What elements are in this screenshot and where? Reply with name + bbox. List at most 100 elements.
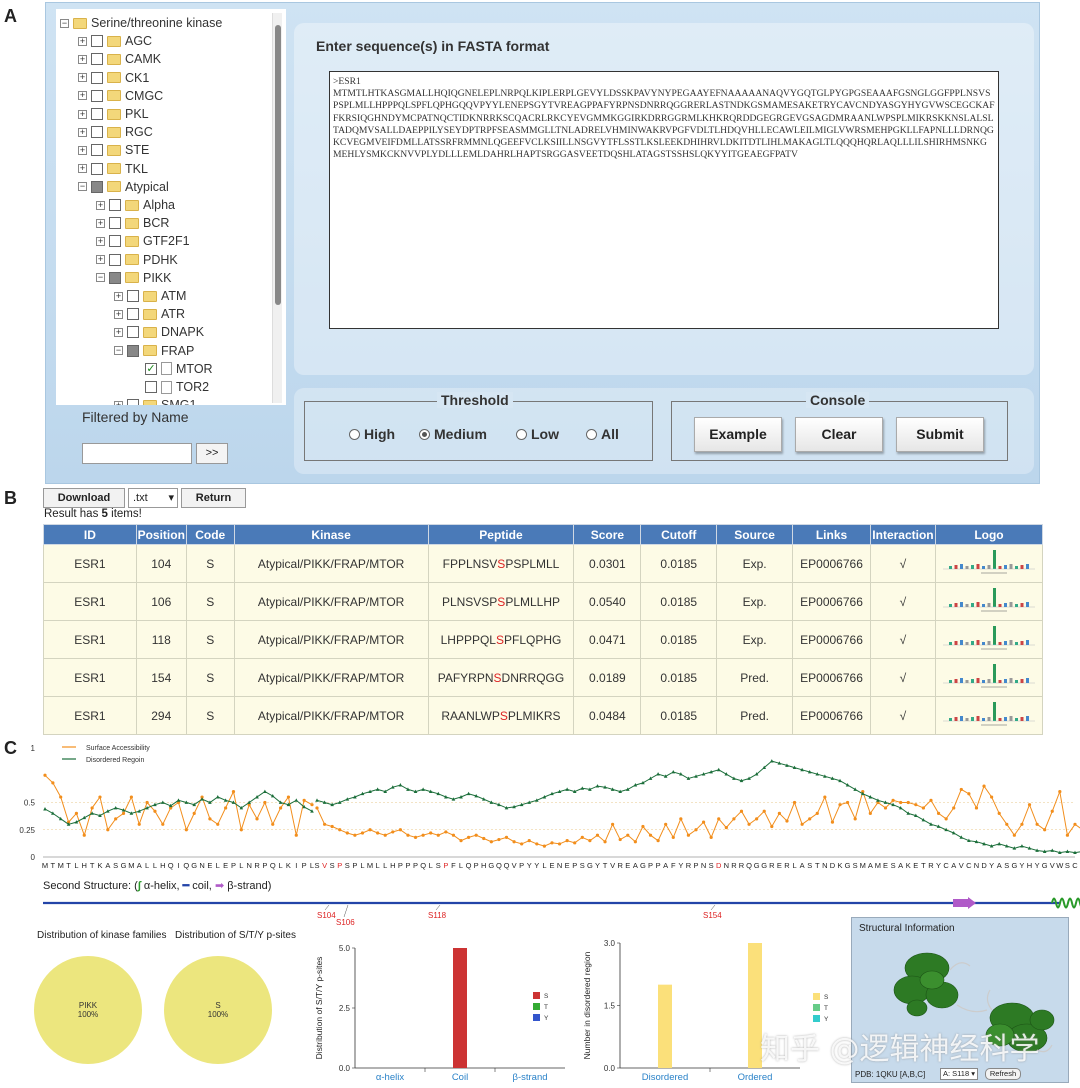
tree-node[interactable]: + PKL bbox=[78, 105, 149, 123]
cell-source[interactable]: Pred. bbox=[716, 658, 794, 697]
tree-node[interactable]: + STE bbox=[78, 141, 149, 159]
tree-checkbox[interactable] bbox=[127, 326, 139, 339]
tree-checkbox[interactable] bbox=[91, 180, 103, 193]
tree-checkbox[interactable] bbox=[109, 253, 121, 266]
sequence-logo-icon[interactable] bbox=[941, 699, 1037, 729]
cell-logo[interactable] bbox=[934, 696, 1044, 735]
tree-node[interactable]: TOR2 bbox=[132, 378, 209, 396]
fasta-textarea[interactable]: >ESR1 MTMTLHTKASGMALLHQIQGNELEPLNRPQLKIP… bbox=[329, 71, 999, 329]
expand-icon[interactable]: + bbox=[96, 217, 105, 228]
tree-node[interactable]: + CMGC bbox=[78, 87, 163, 105]
example-button[interactable]: Example bbox=[694, 417, 782, 452]
radio-dot[interactable] bbox=[349, 428, 360, 440]
filter-name-input[interactable] bbox=[82, 443, 192, 464]
tree-checkbox[interactable] bbox=[127, 308, 139, 321]
expand-icon[interactable]: + bbox=[96, 254, 105, 265]
threshold-medium-radio[interactable]: Medium bbox=[419, 426, 487, 442]
tree-node[interactable]: + SMG1 bbox=[114, 396, 196, 405]
expand-icon[interactable]: + bbox=[78, 53, 87, 64]
expand-icon[interactable]: + bbox=[78, 35, 87, 46]
tree-checkbox[interactable] bbox=[127, 290, 139, 302]
refresh-button[interactable]: Refresh bbox=[985, 1068, 1021, 1080]
radio-dot[interactable] bbox=[419, 428, 430, 440]
tree-node[interactable]: + BCR bbox=[96, 214, 169, 232]
expand-icon[interactable]: + bbox=[78, 90, 87, 101]
cell-link[interactable]: EP0006766 bbox=[792, 582, 871, 621]
format-select[interactable]: .txt ▾ bbox=[128, 488, 178, 508]
cell-logo[interactable] bbox=[934, 658, 1044, 697]
sequence-logo-icon[interactable] bbox=[941, 547, 1037, 577]
tree-checkbox[interactable] bbox=[145, 381, 157, 393]
tree-checkbox[interactable] bbox=[109, 217, 121, 230]
sequence-logo-icon[interactable] bbox=[941, 661, 1037, 691]
return-button[interactable]: Return bbox=[181, 488, 246, 508]
tree-checkbox[interactable] bbox=[91, 162, 103, 175]
tree-checkbox[interactable] bbox=[109, 235, 121, 248]
tree-node[interactable]: − Atypical bbox=[78, 178, 169, 196]
cell-logo[interactable] bbox=[934, 620, 1044, 659]
tree-node[interactable]: − PIKK bbox=[96, 269, 172, 287]
tree-scrollbar[interactable] bbox=[272, 13, 282, 403]
tree-checkbox[interactable] bbox=[91, 108, 103, 120]
tree-node[interactable]: + DNAPK bbox=[114, 323, 204, 341]
threshold-all-radio[interactable]: All bbox=[586, 426, 619, 442]
cell-source[interactable]: Exp. bbox=[716, 582, 794, 621]
cell-link[interactable]: EP0006766 bbox=[792, 696, 871, 735]
cell-source[interactable]: Exp. bbox=[716, 620, 794, 659]
tree-checkbox[interactable] bbox=[91, 71, 103, 84]
cell-source[interactable]: Exp. bbox=[716, 544, 794, 583]
expand-icon[interactable]: + bbox=[78, 72, 87, 83]
tree-node[interactable]: + Alpha bbox=[96, 196, 175, 214]
collapse-icon[interactable]: − bbox=[78, 181, 87, 192]
clear-button[interactable]: Clear bbox=[795, 417, 883, 452]
cell-link[interactable]: EP0006766 bbox=[792, 658, 871, 697]
site-select[interactable]: A: S118 ▾ bbox=[940, 1068, 978, 1080]
tree-node[interactable]: − Serine/threonine kinase bbox=[60, 14, 222, 32]
cell-logo[interactable] bbox=[934, 544, 1044, 583]
cell-link[interactable]: EP0006766 bbox=[792, 544, 871, 583]
radio-dot[interactable] bbox=[586, 428, 597, 440]
filter-submit-button[interactable]: >> bbox=[196, 443, 228, 464]
tree-checkbox[interactable] bbox=[91, 35, 103, 48]
tree-checkbox[interactable] bbox=[127, 344, 139, 357]
tree-node[interactable]: + TKL bbox=[78, 160, 148, 178]
tree-scroll-thumb[interactable] bbox=[275, 25, 281, 305]
tree-node[interactable]: + ATR bbox=[114, 305, 185, 323]
expand-icon[interactable]: + bbox=[96, 199, 105, 210]
download-button[interactable]: Download bbox=[43, 488, 125, 508]
expand-icon[interactable]: + bbox=[114, 308, 123, 319]
tree-node[interactable]: + GTF2F1 bbox=[96, 232, 190, 250]
tree-node[interactable]: + CAMK bbox=[78, 50, 161, 68]
tree-node[interactable]: + PDHK bbox=[96, 251, 178, 269]
threshold-low-radio[interactable]: Low bbox=[516, 426, 559, 442]
submit-button[interactable]: Submit bbox=[896, 417, 984, 452]
tree-node[interactable]: − FRAP bbox=[114, 342, 194, 360]
expand-icon[interactable]: + bbox=[78, 126, 87, 137]
tree-node[interactable]: + CK1 bbox=[78, 69, 149, 87]
tree-checkbox[interactable]: ✓ bbox=[145, 362, 157, 375]
expand-icon[interactable]: + bbox=[114, 290, 123, 301]
cell-link[interactable]: EP0006766 bbox=[792, 620, 871, 659]
tree-node[interactable]: + RGC bbox=[78, 123, 153, 141]
structure-viewer[interactable]: Structural Information PDB: 1QKU [A,B,C]… bbox=[851, 917, 1069, 1083]
cell-logo[interactable] bbox=[934, 582, 1044, 621]
expand-icon[interactable]: + bbox=[114, 400, 123, 405]
radio-dot[interactable] bbox=[516, 428, 527, 440]
cell-source[interactable]: Pred. bbox=[716, 696, 794, 735]
tree-checkbox[interactable] bbox=[91, 53, 103, 66]
threshold-high-radio[interactable]: High bbox=[349, 426, 395, 442]
sequence-logo-icon[interactable] bbox=[941, 585, 1037, 615]
collapse-icon[interactable]: − bbox=[96, 272, 105, 283]
tree-checkbox[interactable] bbox=[127, 399, 139, 405]
expand-icon[interactable]: + bbox=[114, 326, 123, 337]
tree-checkbox[interactable] bbox=[91, 126, 103, 139]
sequence-logo-icon[interactable] bbox=[941, 623, 1037, 653]
tree-node[interactable]: + ATM bbox=[114, 287, 186, 305]
expand-icon[interactable]: + bbox=[78, 163, 87, 174]
tree-checkbox[interactable] bbox=[109, 199, 121, 211]
expand-icon[interactable]: + bbox=[96, 235, 105, 246]
collapse-icon[interactable]: − bbox=[60, 17, 69, 28]
expand-icon[interactable]: + bbox=[78, 108, 87, 119]
tree-node[interactable]: + AGC bbox=[78, 32, 152, 50]
expand-icon[interactable]: + bbox=[78, 144, 87, 155]
